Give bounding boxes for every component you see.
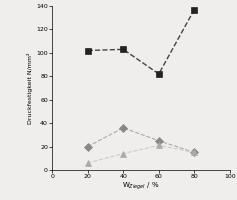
1000 °C <box>122 127 125 129</box>
900 °C <box>157 73 160 75</box>
900 °C <box>122 48 125 51</box>
Line: 900 °C: 900 °C <box>84 6 198 77</box>
1000 °C <box>86 145 89 148</box>
900 °C <box>193 8 196 11</box>
1100 °C <box>122 152 125 155</box>
Line: 1100 °C: 1100 °C <box>85 143 197 166</box>
1100 °C <box>157 144 160 147</box>
1100 °C <box>193 151 196 154</box>
1000 °C <box>157 140 160 142</box>
Line: 1000 °C: 1000 °C <box>85 125 197 155</box>
1000 °C <box>193 151 196 154</box>
1100 °C <box>86 162 89 164</box>
900 °C <box>86 49 89 52</box>
Y-axis label: Druckfestigkeit N/mm²: Druckfestigkeit N/mm² <box>27 52 33 124</box>
X-axis label: W$_{Ziegel}$ / %: W$_{Ziegel}$ / % <box>122 181 160 192</box>
